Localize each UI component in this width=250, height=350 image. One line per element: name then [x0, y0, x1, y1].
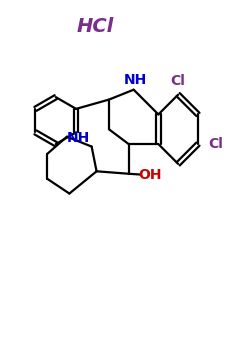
Text: NH: NH: [123, 73, 146, 87]
Text: Cl: Cl: [208, 137, 223, 151]
Text: Cl: Cl: [171, 74, 186, 88]
Text: NH: NH: [66, 131, 90, 145]
Text: HCl: HCl: [77, 17, 114, 36]
Text: OH: OH: [138, 168, 162, 182]
